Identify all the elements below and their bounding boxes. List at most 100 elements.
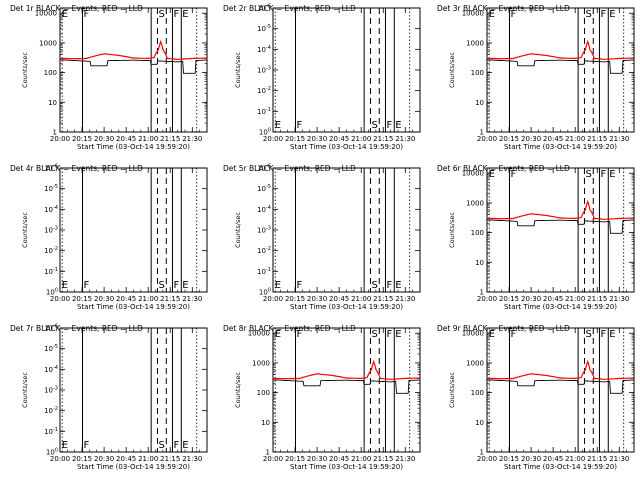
y-tick-label: 100 [471, 69, 484, 77]
x-tick-label: 20:30 [521, 135, 541, 143]
y-axis-label: Counts/sec [21, 212, 29, 248]
y-axis-label: Counts/sec [448, 212, 456, 248]
event-marker-label: E [275, 120, 281, 131]
y-tick-label: 10-3 [257, 66, 271, 75]
x-tick-label: 21:30 [609, 135, 629, 143]
event-marker-label: F [173, 280, 179, 291]
x-tick-label: 20:15 [72, 455, 92, 463]
x-axis-label: Start Time (03-Oct-14 19:59:20) [504, 463, 617, 471]
event-marker-label: S [158, 9, 164, 20]
y-tick-label: 10-4 [44, 205, 58, 214]
x-tick-label: 20:15 [285, 295, 305, 303]
event-marker-label: F [510, 9, 516, 20]
x-tick-label: 20:15 [499, 295, 519, 303]
y-tick-label: 1 [480, 129, 484, 137]
x-tick-label: 21:30 [395, 455, 415, 463]
x-tick-label: 20:00 [263, 295, 283, 303]
series-lld-line [486, 359, 634, 380]
x-axis-label: Start Time (03-Oct-14 19:59:20) [77, 143, 190, 151]
x-tick-label: 20:45 [543, 295, 563, 303]
x-tick-label: 20:15 [72, 295, 92, 303]
x-tick-label: 21:15 [373, 295, 393, 303]
x-tick-label: 20:45 [116, 135, 136, 143]
y-tick-label: 10000 [462, 10, 484, 18]
series-lld-line [486, 199, 634, 220]
panel-det-2: Det 2r BLACK = Events, RED = LLD10010-11… [223, 4, 421, 151]
y-tick-label: 10000 [35, 10, 57, 18]
x-tick-label: 20:30 [521, 455, 541, 463]
event-marker-label: F [386, 120, 392, 131]
panel-det-7: Det 7r BLACK = Events, RED = LLD10010-11… [10, 324, 208, 471]
x-tick-label: 21:00 [138, 295, 158, 303]
y-axis-label: Counts/sec [234, 372, 242, 408]
x-tick-label: 20:00 [477, 135, 497, 143]
x-tick-label: 21:30 [395, 135, 415, 143]
y-tick-label: 10 [48, 99, 57, 107]
series-lld-line [272, 359, 420, 380]
event-marker-label: F [83, 9, 89, 20]
y-tick-label: 10-2 [257, 246, 271, 255]
y-tick-label: 1000 [466, 39, 484, 47]
event-marker-label: E [395, 120, 401, 131]
event-marker-label: F [296, 329, 302, 340]
y-tick-label: 10-6 [44, 324, 58, 333]
y-axis-label: Counts/sec [448, 52, 456, 88]
event-marker-label: F [83, 280, 89, 291]
y-tick-label: 10-2 [44, 246, 58, 255]
y-tick-label: 10-4 [44, 365, 58, 374]
panel-det-6: Det 6r BLACK = Events, RED = LLD11010010… [437, 164, 635, 311]
event-marker-label: S [371, 120, 377, 131]
event-marker-label: F [600, 169, 606, 180]
event-marker-label: E [182, 9, 188, 20]
y-tick-label: 10-5 [44, 184, 58, 193]
x-tick-label: 21:00 [351, 135, 371, 143]
event-marker-label: F [296, 120, 302, 131]
x-tick-label: 21:30 [182, 135, 202, 143]
x-tick-label: 21:00 [565, 455, 585, 463]
x-tick-label: 20:30 [94, 455, 114, 463]
x-tick-label: 20:45 [329, 295, 349, 303]
x-tick-label: 20:30 [307, 455, 327, 463]
y-axis-label: Counts/sec [21, 372, 29, 408]
x-tick-label: 20:00 [477, 295, 497, 303]
x-tick-label: 21:15 [160, 455, 180, 463]
event-marker-label: S [371, 280, 377, 291]
y-tick-label: 10000 [462, 330, 484, 338]
x-axis-label: Start Time (03-Oct-14 19:59:20) [290, 463, 403, 471]
event-marker-label: E [609, 9, 615, 20]
x-tick-label: 21:30 [609, 295, 629, 303]
y-tick-label: 1000 [466, 199, 484, 207]
event-marker-label: E [489, 329, 495, 340]
x-tick-label: 21:15 [373, 455, 393, 463]
y-tick-label: 10000 [462, 170, 484, 178]
x-tick-label: 20:00 [50, 455, 70, 463]
y-tick-label: 10-6 [44, 164, 58, 173]
x-tick-label: 21:00 [565, 135, 585, 143]
x-tick-label: 20:15 [72, 135, 92, 143]
event-marker-label: E [489, 169, 495, 180]
event-marker-label: F [173, 9, 179, 20]
event-marker-label: E [609, 329, 615, 340]
y-tick-label: 10-6 [257, 164, 271, 173]
y-tick-label: 100 [471, 229, 484, 237]
x-tick-label: 20:00 [263, 455, 283, 463]
event-marker-label: S [585, 9, 591, 20]
y-axis-label: Counts/sec [448, 372, 456, 408]
event-marker-label: E [395, 280, 401, 291]
series-events-line [60, 59, 208, 74]
event-marker-label: F [600, 9, 606, 20]
x-tick-label: 20:00 [50, 135, 70, 143]
x-tick-label: 20:15 [499, 135, 519, 143]
event-marker-label: E [275, 329, 281, 340]
series-lld-line [486, 39, 634, 60]
event-marker-label: E [62, 280, 68, 291]
event-marker-label: F [386, 280, 392, 291]
x-tick-label: 20:00 [477, 455, 497, 463]
x-tick-label: 20:45 [116, 295, 136, 303]
y-tick-label: 10 [475, 419, 484, 427]
event-marker-label: F [386, 329, 392, 340]
y-axis-label: Counts/sec [21, 52, 29, 88]
x-tick-label: 20:45 [543, 455, 563, 463]
y-tick-label: 100 [46, 448, 58, 457]
